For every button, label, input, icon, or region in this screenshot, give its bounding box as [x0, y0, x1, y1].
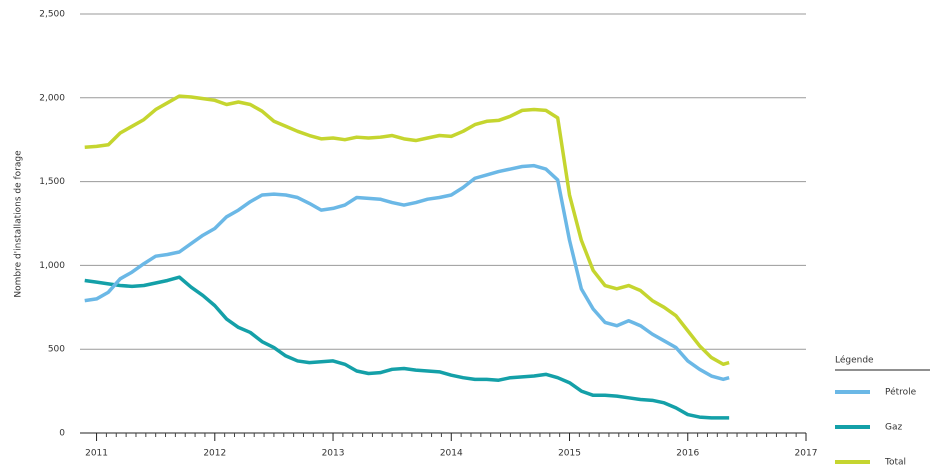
- line: [84, 94, 730, 367]
- x-tick-label: 2015: [558, 449, 581, 459]
- x-tick-label: 2014: [440, 449, 463, 459]
- y-tick-label: 1,000: [39, 261, 65, 271]
- y-tick-label: 2,000: [39, 93, 65, 103]
- x-tick-label: 2012: [203, 449, 226, 459]
- legend-label: Gaz: [885, 423, 902, 433]
- line: [84, 275, 730, 420]
- y-tick-label: 0: [59, 429, 65, 439]
- y-tick-label: 1,500: [39, 177, 65, 187]
- y-tick-label: 500: [48, 345, 65, 355]
- x-tick-label: 2016: [676, 449, 699, 459]
- legend-label: Pétrole: [885, 387, 917, 398]
- x-tick-label: 2017: [795, 449, 818, 459]
- line: [84, 163, 730, 382]
- x-tick-label: 2011: [85, 449, 108, 459]
- x-tick-label: 2013: [322, 449, 345, 459]
- legend-label: Total: [884, 458, 906, 465]
- y-tick-label: 2,500: [39, 10, 65, 20]
- legend-title: Légende: [835, 355, 874, 366]
- y-axis-label: Nombre d'installations de forage: [14, 150, 24, 298]
